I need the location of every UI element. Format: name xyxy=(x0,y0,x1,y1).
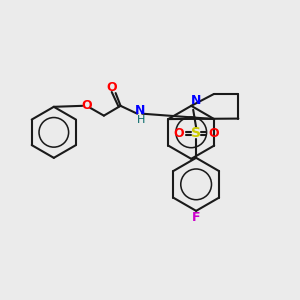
Text: O: O xyxy=(81,99,92,112)
Text: S: S xyxy=(191,126,201,140)
Text: O: O xyxy=(208,127,219,140)
Text: O: O xyxy=(106,81,117,94)
Text: H: H xyxy=(137,115,146,124)
Text: F: F xyxy=(192,211,200,224)
Text: N: N xyxy=(135,104,146,117)
Text: O: O xyxy=(173,127,184,140)
Text: N: N xyxy=(191,94,201,107)
